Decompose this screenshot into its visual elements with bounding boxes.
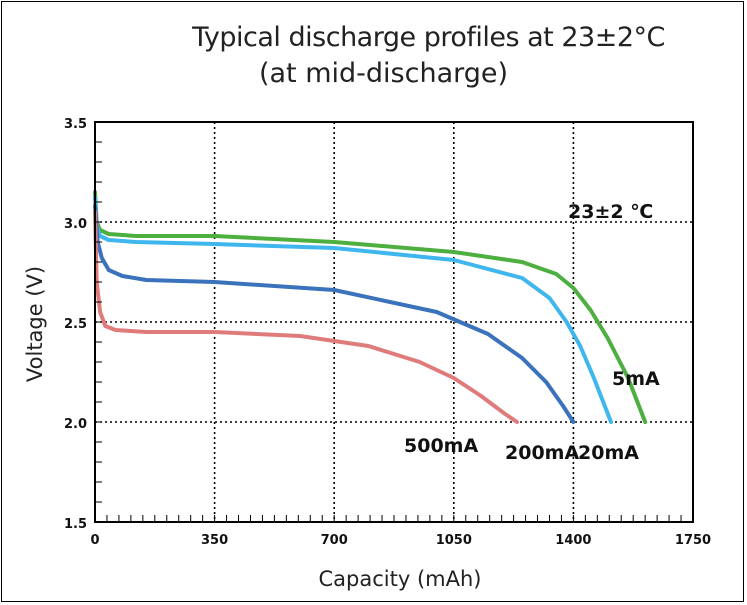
x-tick-label: 0 — [90, 533, 99, 548]
y-axis-label: Voltage (V) — [23, 266, 47, 382]
y-tick-label: 2.5 — [64, 317, 87, 332]
y-tick-label: 3.5 — [64, 117, 87, 132]
chart-subtitle: (at mid-discharge) — [258, 58, 509, 89]
x-tick-label: 1400 — [555, 533, 591, 548]
series-label-500mA: 500mA — [404, 435, 478, 457]
y-tick-label: 3.0 — [64, 217, 87, 232]
y-tick-label: 2.0 — [64, 417, 87, 432]
x-axis-label: Capacity (mAh) — [319, 567, 482, 591]
series-label-20mA: 20mA — [578, 442, 639, 464]
y-tick-label: 1.5 — [64, 517, 87, 532]
series-line-20mA — [93, 196, 613, 424]
series-lines — [93, 190, 648, 424]
series-label-5mA: 5mA — [612, 368, 660, 390]
minor-ticks — [94, 121, 694, 523]
x-tick-label: 1050 — [436, 533, 472, 548]
tick-labels: 0 350 700 1050 1400 1750 1.5 2.0 2.5 3.0 3.5 — [64, 117, 711, 548]
series-label-200mA: 200mA — [505, 442, 579, 464]
x-tick-label: 1750 — [675, 533, 711, 548]
series-line-5mA — [93, 190, 648, 424]
temperature-annotation: 23±2 ℃ — [568, 201, 653, 223]
grid-lines — [95, 122, 693, 522]
series-line-500mA — [93, 210, 519, 424]
x-tick-label: 350 — [201, 533, 228, 548]
series-line-200mA — [93, 204, 576, 424]
chart-title: Typical discharge profiles at 23±2°C — [192, 22, 665, 53]
x-tick-label: 700 — [321, 533, 348, 548]
